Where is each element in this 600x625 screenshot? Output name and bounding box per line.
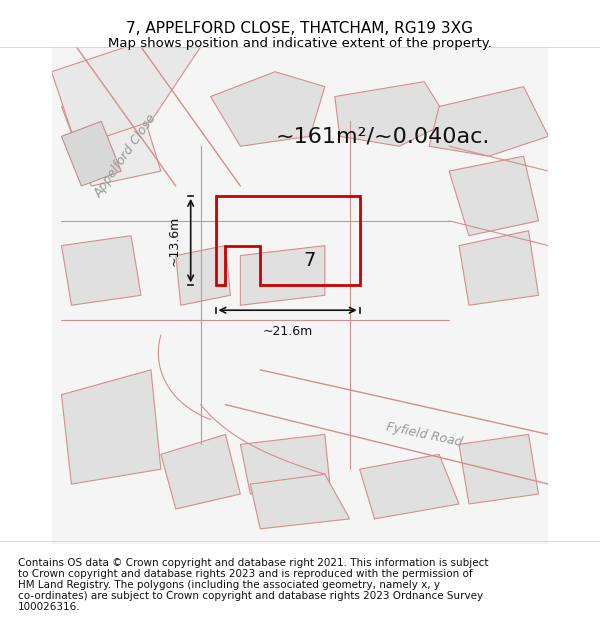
Polygon shape bbox=[459, 231, 539, 305]
Text: Fyfield Road: Fyfield Road bbox=[385, 420, 463, 449]
Polygon shape bbox=[176, 246, 230, 305]
Text: Appelford Close: Appelford Close bbox=[92, 112, 160, 200]
Polygon shape bbox=[61, 106, 161, 186]
Text: 7, APPELFORD CLOSE, THATCHAM, RG19 3XG: 7, APPELFORD CLOSE, THATCHAM, RG19 3XG bbox=[127, 21, 473, 36]
Text: Map shows position and indicative extent of the property.: Map shows position and indicative extent… bbox=[108, 38, 492, 50]
Text: ~161m²/~0.040ac.: ~161m²/~0.040ac. bbox=[275, 126, 490, 146]
Polygon shape bbox=[241, 434, 330, 494]
Polygon shape bbox=[61, 236, 141, 305]
Text: ~21.6m: ~21.6m bbox=[262, 325, 313, 338]
Polygon shape bbox=[52, 47, 200, 146]
Polygon shape bbox=[335, 82, 449, 146]
Text: 100026316.: 100026316. bbox=[18, 602, 80, 612]
Polygon shape bbox=[161, 434, 241, 509]
Text: to Crown copyright and database rights 2023 and is reproduced with the permissio: to Crown copyright and database rights 2… bbox=[18, 569, 473, 579]
Text: 7: 7 bbox=[304, 251, 316, 270]
Polygon shape bbox=[211, 72, 325, 146]
Text: ~13.6m: ~13.6m bbox=[168, 216, 181, 266]
Polygon shape bbox=[429, 87, 548, 156]
Text: Contains OS data © Crown copyright and database right 2021. This information is : Contains OS data © Crown copyright and d… bbox=[18, 558, 488, 568]
Text: HM Land Registry. The polygons (including the associated geometry, namely x, y: HM Land Registry. The polygons (includin… bbox=[18, 580, 440, 590]
Polygon shape bbox=[250, 474, 350, 529]
Polygon shape bbox=[61, 121, 121, 186]
Polygon shape bbox=[359, 454, 459, 519]
Polygon shape bbox=[61, 370, 161, 484]
Polygon shape bbox=[449, 156, 539, 236]
Text: co-ordinates) are subject to Crown copyright and database rights 2023 Ordnance S: co-ordinates) are subject to Crown copyr… bbox=[18, 591, 483, 601]
Polygon shape bbox=[459, 434, 539, 504]
Polygon shape bbox=[241, 246, 325, 305]
